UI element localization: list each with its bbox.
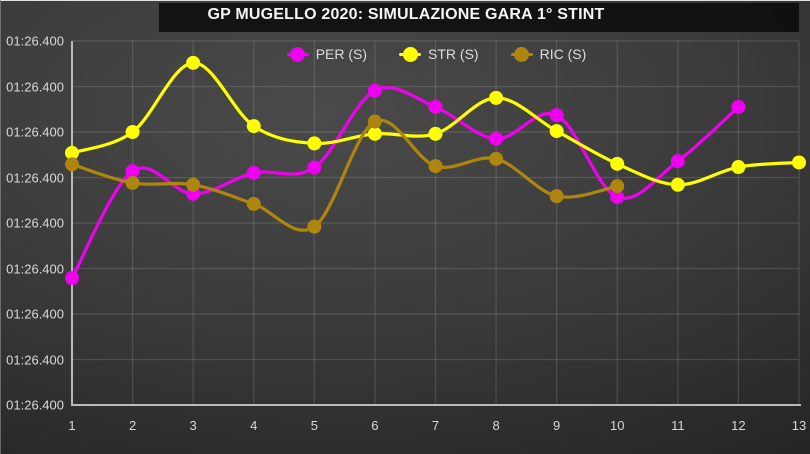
data-point-marker <box>489 151 504 166</box>
x-tick-label: 4 <box>250 418 258 433</box>
data-point-marker <box>791 155 806 170</box>
x-tick-label: 13 <box>791 418 807 433</box>
x-tick-label: 7 <box>431 418 440 433</box>
title-band <box>159 3 799 32</box>
data-point-marker <box>428 126 443 141</box>
data-point-marker <box>125 125 140 139</box>
data-point-marker <box>246 165 261 180</box>
x-tick-label: 8 <box>492 418 500 433</box>
data-point-marker <box>549 108 564 123</box>
data-point-marker <box>125 175 140 190</box>
data-point-marker <box>428 99 443 114</box>
x-tick-label: 12 <box>731 418 746 433</box>
x-tick-label: 5 <box>310 418 318 433</box>
y-tick-label: 01:26.400 <box>6 170 64 185</box>
data-point-marker <box>549 124 564 139</box>
data-point-marker <box>307 219 322 234</box>
data-point-marker <box>489 90 504 105</box>
y-tick-label: 01:26.400 <box>6 261 64 276</box>
data-point-marker <box>610 179 625 194</box>
data-point-marker <box>125 164 140 179</box>
data-point-marker <box>367 126 382 141</box>
data-point-marker <box>489 131 504 146</box>
y-tick-label: 01:26.400 <box>6 33 64 49</box>
data-point-marker <box>307 136 322 151</box>
data-point-marker <box>610 156 625 171</box>
x-tick-label: 10 <box>610 418 625 433</box>
x-tick-label: 6 <box>371 418 379 433</box>
data-point-marker <box>731 99 746 114</box>
y-tick-label: 01:26.400 <box>6 397 64 413</box>
y-tick-label: 01:26.400 <box>6 215 64 231</box>
data-point-marker <box>670 154 685 169</box>
series-line-ric-s <box>70 118 619 232</box>
data-point-marker <box>186 177 201 192</box>
data-point-marker <box>65 145 79 160</box>
data-point-marker <box>670 177 685 192</box>
data-point-marker <box>307 160 322 175</box>
data-point-marker <box>428 159 443 174</box>
data-point-marker <box>65 157 79 172</box>
x-tick-label: 3 <box>189 418 197 433</box>
x-tick-label: 11 <box>671 418 685 433</box>
data-point-marker <box>367 83 382 98</box>
x-tick-label: 1 <box>68 418 76 433</box>
chart-title: GP MUGELLO 2020: SIMULAZIONE GARA 1° STI… <box>207 6 605 23</box>
data-point-marker <box>186 55 201 70</box>
data-point-marker <box>610 190 625 205</box>
y-tick-label: 01:26.400 <box>6 352 64 367</box>
y-tick-label: 01:26.400 <box>6 79 64 94</box>
data-point-marker <box>65 271 79 286</box>
data-point-marker <box>246 119 261 134</box>
data-point-marker <box>246 196 261 211</box>
x-tick-label: 2 <box>128 418 137 433</box>
x-tick-label: 9 <box>553 418 561 433</box>
y-tick-label: 01:26.400 <box>6 306 64 322</box>
data-point-marker <box>549 189 564 204</box>
data-point-marker <box>367 114 382 129</box>
data-point-marker <box>731 160 746 175</box>
y-tick-label: 01:26.400 <box>6 124 64 140</box>
